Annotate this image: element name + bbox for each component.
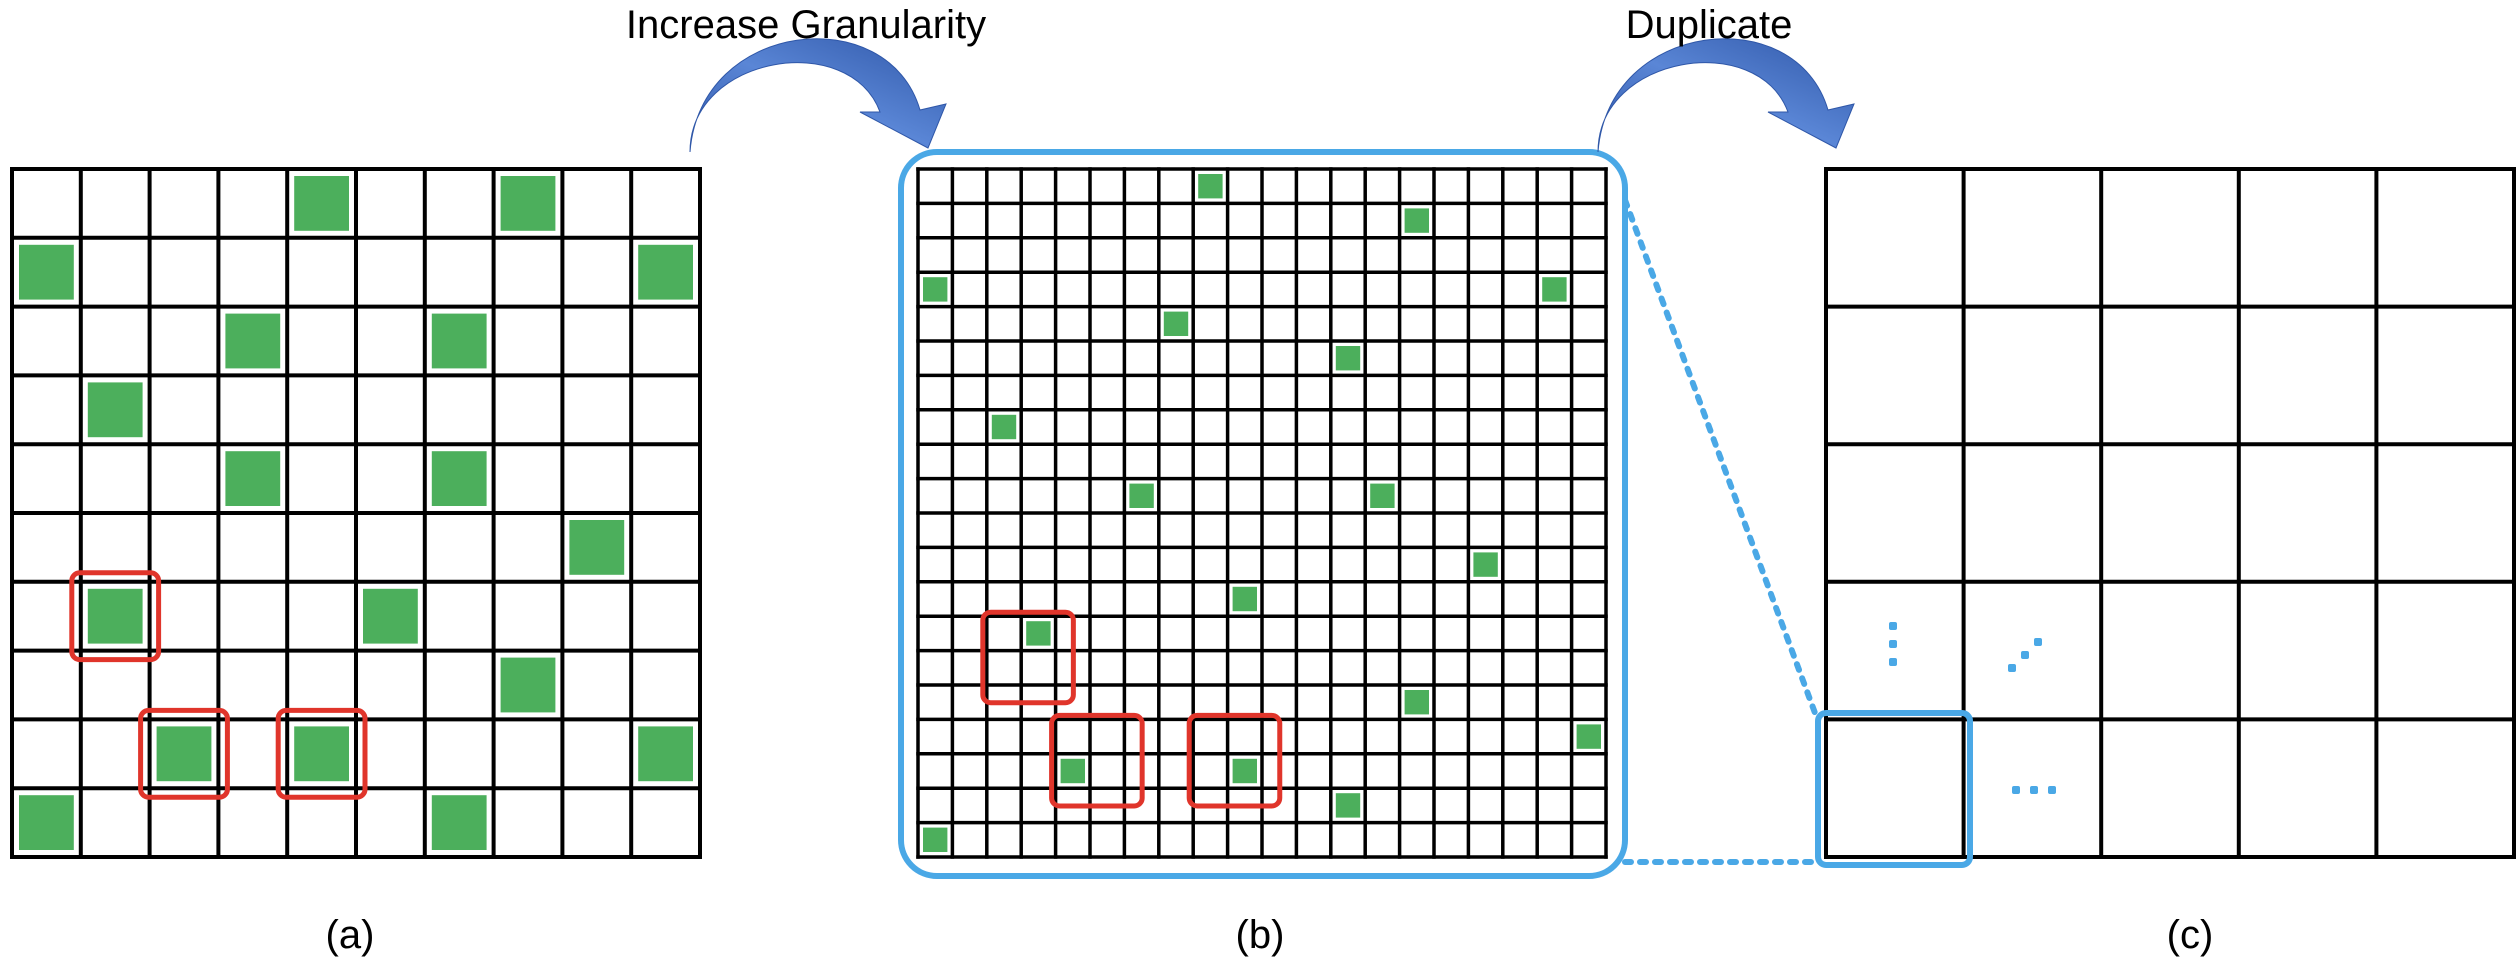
panel-b-caption: (b) (1236, 913, 1285, 957)
panel-b-grid (916, 167, 1608, 859)
duplicate-label: Duplicate (1626, 3, 1793, 47)
filled-cell (1335, 346, 1361, 371)
filled-cell (1404, 690, 1429, 715)
highlight-box (275, 707, 368, 800)
filled-cell (1026, 621, 1051, 646)
filled-cell (1163, 311, 1189, 336)
filled-cell (1404, 208, 1429, 233)
filled-cell (923, 277, 948, 302)
filled-cell (500, 657, 556, 713)
filled-cell (431, 451, 487, 506)
filled-cell (638, 244, 693, 300)
filled-cell (19, 795, 74, 850)
filled-cell (87, 588, 143, 644)
horizontal-ellipsis-icon (2012, 786, 2056, 794)
filled-cell (1232, 586, 1257, 612)
filled-cell (500, 176, 556, 231)
highlight-box (980, 609, 1076, 706)
filled-cell (87, 382, 143, 438)
highlight-box (1049, 712, 1145, 809)
increase-granularity-label: Increase Granularity (626, 3, 986, 47)
panel-c-grid (1824, 167, 2516, 859)
vertical-ellipsis-icon (1889, 622, 1897, 666)
highlight-box (138, 707, 230, 800)
filled-cell (431, 795, 487, 850)
curved-arrow-icon-2 (1597, 38, 1855, 153)
filled-cell (638, 726, 693, 782)
filled-cell (19, 244, 74, 300)
panel-c-caption: (c) (2167, 913, 2214, 957)
filled-cell (1576, 724, 1601, 749)
filled-cell (431, 313, 487, 369)
highlighted-cell (1815, 710, 1973, 868)
filled-cell (1542, 277, 1567, 302)
filled-cell (1232, 758, 1257, 784)
curved-arrow-icon-1 (689, 38, 947, 153)
zoom-highlight-frame (898, 149, 1628, 879)
filled-cell (991, 414, 1017, 440)
filled-cell (1129, 483, 1154, 508)
filled-cell (1473, 552, 1498, 577)
panel-a-grid (10, 167, 702, 859)
panel-a-caption: (a) (326, 913, 375, 957)
filled-cell (156, 726, 212, 782)
filled-cell (363, 588, 418, 644)
diagonal-ellipsis-icon (2008, 638, 2042, 672)
filled-cell (1198, 174, 1223, 199)
filled-cell (923, 827, 948, 852)
filled-cell (225, 313, 281, 369)
filled-cell (1370, 483, 1395, 508)
projection-line-top (1622, 197, 1818, 716)
highlight-box (1186, 712, 1283, 809)
filled-cell (569, 520, 625, 575)
filled-cell (294, 726, 349, 782)
filled-cell (225, 451, 281, 506)
highlight-box (69, 570, 162, 663)
filled-cell (1335, 793, 1361, 818)
filled-cell (294, 176, 349, 231)
filled-cell (1060, 758, 1085, 784)
